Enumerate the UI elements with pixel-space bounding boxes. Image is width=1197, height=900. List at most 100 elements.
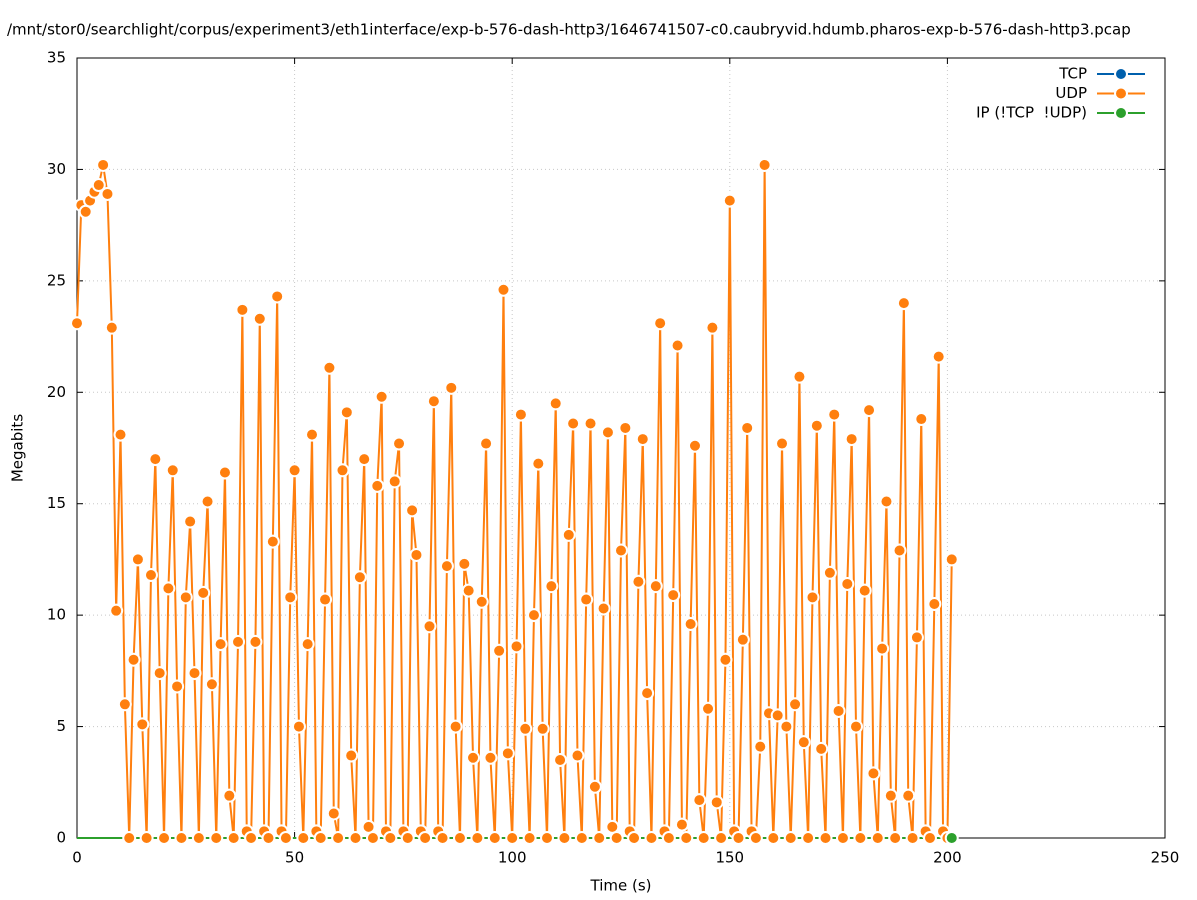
data-point — [766, 831, 781, 845]
data-point — [222, 788, 237, 803]
data-point — [100, 186, 115, 201]
data-point — [422, 619, 437, 634]
data-point — [148, 452, 163, 467]
data-point — [931, 349, 946, 364]
data-point — [526, 608, 541, 623]
data-point — [392, 436, 407, 451]
legend-label: TCP — [1058, 65, 1087, 83]
data-point — [718, 652, 733, 667]
data-point — [579, 592, 594, 607]
data-point — [540, 831, 555, 845]
data-point — [244, 831, 259, 845]
data-point — [170, 679, 185, 694]
data-point — [944, 831, 959, 845]
data-point — [557, 831, 572, 845]
x-tick-label: 150 — [715, 849, 744, 867]
data-point — [862, 403, 877, 418]
data-point — [648, 579, 663, 594]
data-point — [896, 296, 911, 311]
data-point — [770, 708, 785, 723]
data-point — [640, 686, 655, 701]
x-tick-label: 0 — [72, 849, 82, 867]
data-point — [748, 831, 763, 845]
data-point — [296, 831, 311, 845]
data-point — [679, 831, 694, 845]
data-point — [339, 405, 354, 420]
series-line — [76, 163, 953, 839]
data-point — [161, 581, 176, 596]
data-point — [587, 779, 602, 794]
data-point — [318, 592, 333, 607]
data-point — [792, 369, 807, 384]
data-point — [313, 831, 328, 845]
data-point — [461, 583, 476, 598]
data-point — [435, 831, 450, 845]
legend-label: UDP — [1055, 84, 1087, 102]
legend-marker — [1114, 86, 1128, 101]
data-point — [635, 432, 650, 447]
data-point — [670, 338, 685, 353]
data-point — [265, 534, 280, 549]
data-point — [370, 478, 385, 493]
data-point — [753, 739, 768, 754]
data-point — [135, 717, 150, 732]
data-point — [405, 503, 420, 518]
data-point — [687, 438, 702, 453]
data-point — [492, 643, 507, 658]
data-point — [283, 590, 298, 605]
data-point — [553, 753, 568, 767]
data-point — [901, 788, 916, 803]
data-point — [614, 543, 628, 558]
data-point — [231, 634, 246, 649]
data-point — [600, 425, 615, 440]
data-point — [418, 831, 433, 845]
data-point — [849, 719, 864, 734]
data-point — [300, 637, 315, 652]
data-point — [509, 639, 524, 654]
data-point — [400, 831, 415, 845]
data-point — [796, 735, 811, 750]
data-point — [383, 831, 398, 845]
x-tick-label: 100 — [498, 849, 527, 867]
data-point — [439, 559, 454, 574]
y-tick-label: 0 — [56, 829, 66, 847]
data-point — [627, 831, 642, 845]
data-point — [117, 697, 132, 712]
data-point — [696, 831, 711, 845]
data-point — [387, 474, 402, 489]
data-point — [609, 831, 624, 845]
data-point — [709, 795, 724, 810]
data-point — [426, 394, 441, 409]
data-point — [452, 831, 467, 845]
legend-marker — [1114, 67, 1128, 81]
data-point — [305, 427, 320, 442]
data-point — [927, 597, 942, 611]
data-point — [331, 831, 346, 845]
data-point — [592, 831, 607, 845]
y-tick-label: 5 — [56, 717, 66, 735]
data-point — [448, 719, 463, 734]
data-point — [357, 452, 372, 467]
data-point — [801, 831, 816, 845]
data-point — [548, 396, 563, 411]
data-point — [96, 157, 111, 172]
data-point — [905, 831, 920, 845]
data-point — [618, 420, 633, 435]
data-point — [853, 831, 868, 845]
data-point — [779, 719, 794, 734]
y-tick-label: 10 — [47, 606, 66, 624]
data-point — [544, 579, 559, 594]
data-point — [374, 389, 389, 404]
data-point — [888, 831, 903, 845]
data-point — [200, 494, 215, 509]
data-point — [191, 831, 206, 845]
data-point — [209, 831, 224, 845]
data-point — [722, 193, 737, 208]
chart-title: /mnt/stor0/searchlight/corpus/experiment… — [7, 21, 1131, 39]
data-point — [831, 703, 846, 718]
data-point — [879, 494, 894, 509]
data-point — [805, 590, 820, 605]
data-point — [278, 831, 293, 845]
data-point — [152, 666, 167, 681]
data-point — [165, 463, 180, 478]
